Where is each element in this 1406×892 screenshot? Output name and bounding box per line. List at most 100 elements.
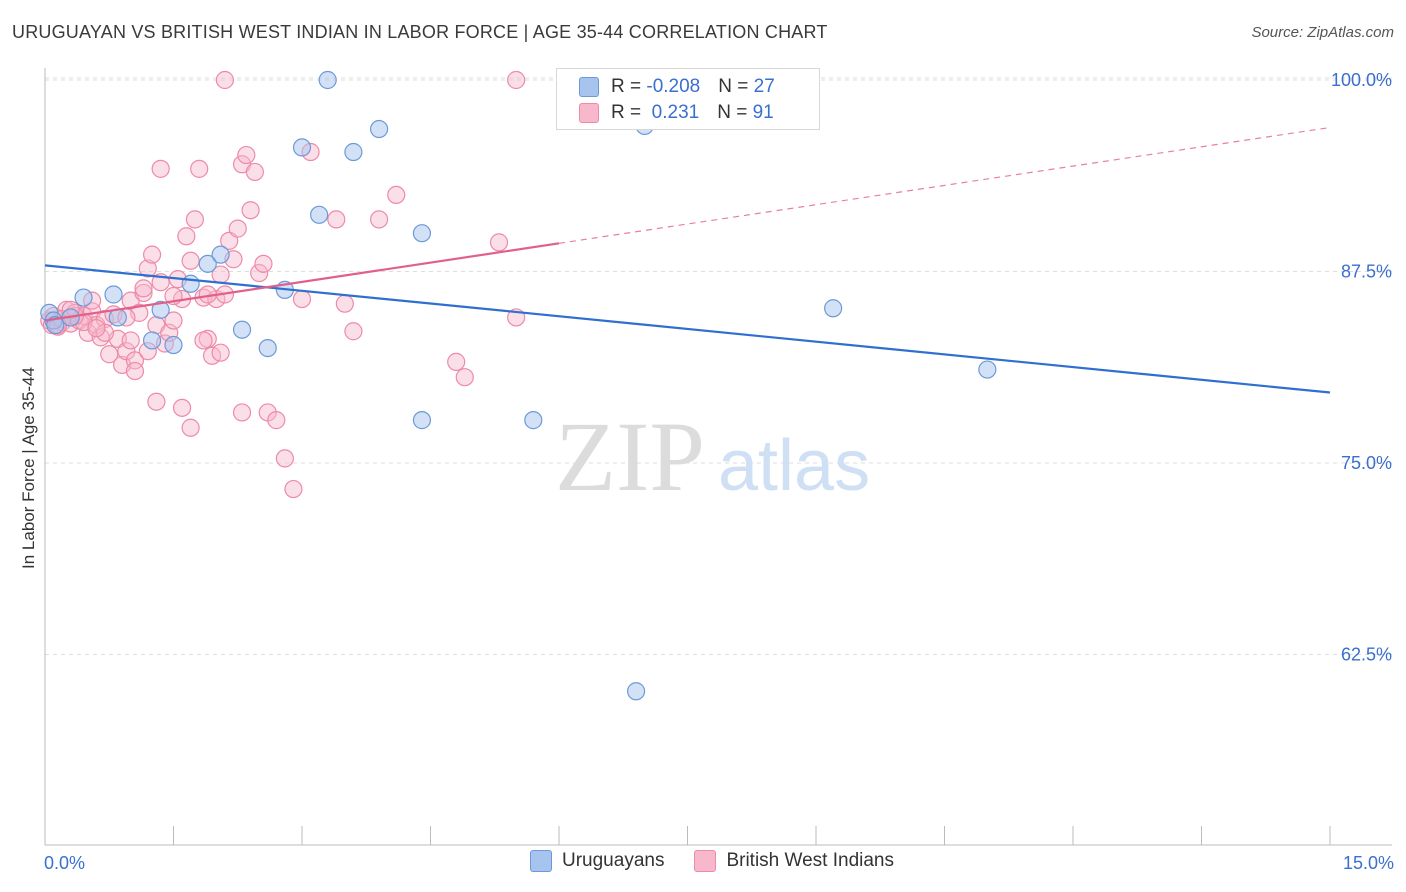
data-point-british-west-indians [125, 361, 145, 381]
data-point-british-west-indians [344, 322, 363, 341]
data-point-british-west-indians [387, 185, 406, 204]
data-point-british-west-indians [134, 279, 153, 298]
data-point-british-west-indians [267, 411, 286, 430]
data-point-british-west-indians [215, 70, 234, 90]
x-tick-label: 0.0% [44, 853, 85, 873]
y-axis-label: In Labor Force | Age 35-44 [19, 367, 38, 569]
trend-line-british-west-indians-extension [558, 126, 1331, 244]
data-point-uruguayans [978, 360, 997, 379]
data-point-british-west-indians [489, 233, 509, 252]
legend-swatch-blue [579, 77, 599, 97]
data-point-british-west-indians [147, 392, 166, 411]
x-tick-label: 15.0% [1343, 853, 1394, 873]
data-point-british-west-indians [87, 319, 106, 338]
data-point-uruguayans [164, 335, 183, 355]
data-point-uruguayans [412, 411, 432, 430]
watermark: ZIP atlas [555, 401, 870, 512]
legend-label-uruguayans: Uruguayans [562, 850, 665, 871]
legend-item-uruguayans: Uruguayans [530, 850, 664, 872]
data-point-british-west-indians [142, 245, 162, 264]
watermark-zip: ZIP [555, 401, 705, 512]
data-point-british-west-indians [335, 294, 354, 313]
chart-title: URUGUAYAN VS BRITISH WEST INDIAN IN LABO… [12, 22, 828, 42]
legend-r-value: 0.231 [646, 102, 700, 123]
data-point-british-west-indians [138, 259, 157, 278]
correlation-legend: R = -0.208 N = 27 R = 0.231 N = 91 [556, 68, 820, 130]
data-point-british-west-indians [121, 331, 140, 350]
data-point-british-west-indians [211, 343, 230, 362]
legend-row-uruguayans: R = -0.208 N = 27 [579, 74, 775, 100]
data-point-british-west-indians [190, 159, 209, 178]
data-point-uruguayans [626, 682, 646, 701]
legend-row-british-west-indians: R = 0.231 N = 91 [579, 100, 774, 126]
legend-swatch-british-west-indians [694, 850, 717, 872]
legend-n-label: N = [717, 102, 753, 123]
data-point-british-west-indians [250, 263, 269, 283]
data-point-british-west-indians [370, 210, 389, 229]
trend-line-british-west-indians [44, 242, 560, 322]
trend-line-uruguayans [44, 264, 1331, 394]
data-point-british-west-indians [232, 403, 252, 422]
data-point-british-west-indians [327, 210, 346, 229]
legend-r-label: R = [611, 102, 647, 123]
data-point-british-west-indians [284, 479, 303, 499]
data-point-uruguayans [46, 316, 65, 335]
data-point-british-west-indians [194, 331, 213, 350]
data-point-british-west-indians [181, 251, 200, 270]
y-tick-label: 100.0% [1331, 70, 1392, 90]
trend-lines [44, 126, 1331, 394]
data-point-uruguayans [310, 205, 329, 224]
legend-label-british-west-indians: British West Indians [726, 850, 895, 871]
series-uruguayans [40, 70, 997, 701]
legend-r-label: R = [611, 76, 647, 97]
data-point-british-west-indians [177, 227, 196, 246]
data-point-british-west-indians [447, 352, 466, 371]
data-point-uruguayans [524, 411, 543, 430]
data-point-british-west-indians [100, 345, 119, 364]
y-tick-label: 62.5% [1341, 645, 1392, 665]
data-point-british-west-indians [455, 368, 474, 387]
legend-r-value: -0.208 [646, 76, 701, 97]
data-point-uruguayans [74, 288, 93, 307]
data-point-british-west-indians [245, 162, 264, 182]
series-legend: Uruguayans British West Indians [530, 850, 924, 872]
data-point-uruguayans [198, 254, 217, 273]
data-point-uruguayans [142, 331, 162, 350]
watermark-atlas: atlas [718, 426, 870, 506]
legend-n-value: 91 [752, 102, 774, 123]
data-point-british-west-indians [151, 159, 170, 178]
data-point-uruguayans [292, 138, 312, 157]
data-point-uruguayans [824, 299, 843, 318]
data-point-uruguayans [344, 142, 363, 162]
data-point-british-west-indians [292, 289, 312, 309]
data-point-british-west-indians [172, 398, 192, 417]
data-point-british-west-indians [134, 283, 153, 303]
data-point-british-west-indians [275, 449, 294, 468]
data-point-british-west-indians [125, 351, 145, 370]
axes [44, 68, 1392, 846]
data-point-british-west-indians [185, 210, 205, 229]
data-point-uruguayans [318, 70, 337, 90]
data-point-uruguayans [370, 119, 389, 139]
data-point-uruguayans [181, 274, 200, 293]
data-point-uruguayans [104, 285, 123, 304]
data-point-british-west-indians [228, 219, 247, 238]
tick-labels: 62.5% 75.0% 87.5% 100.0% 0.0% 15.0% [44, 70, 1394, 873]
data-point-british-west-indians [254, 254, 273, 273]
data-point-british-west-indians [237, 145, 256, 165]
legend-item-british-west-indians: British West Indians [694, 850, 894, 872]
legend-swatch-uruguayans [530, 850, 552, 872]
data-point-uruguayans [151, 300, 170, 319]
data-point-uruguayans [412, 224, 432, 243]
legend-n-value: 27 [753, 76, 775, 97]
y-tick-label: 87.5% [1341, 262, 1392, 282]
data-point-british-west-indians [241, 201, 260, 220]
data-point-uruguayans [258, 339, 277, 358]
legend-swatch-pink [579, 103, 599, 123]
data-point-british-west-indians [164, 311, 183, 330]
data-point-british-west-indians [507, 70, 526, 90]
legend-n-label: N = [718, 76, 754, 97]
data-point-uruguayans [211, 245, 230, 264]
data-point-british-west-indians [181, 418, 200, 437]
